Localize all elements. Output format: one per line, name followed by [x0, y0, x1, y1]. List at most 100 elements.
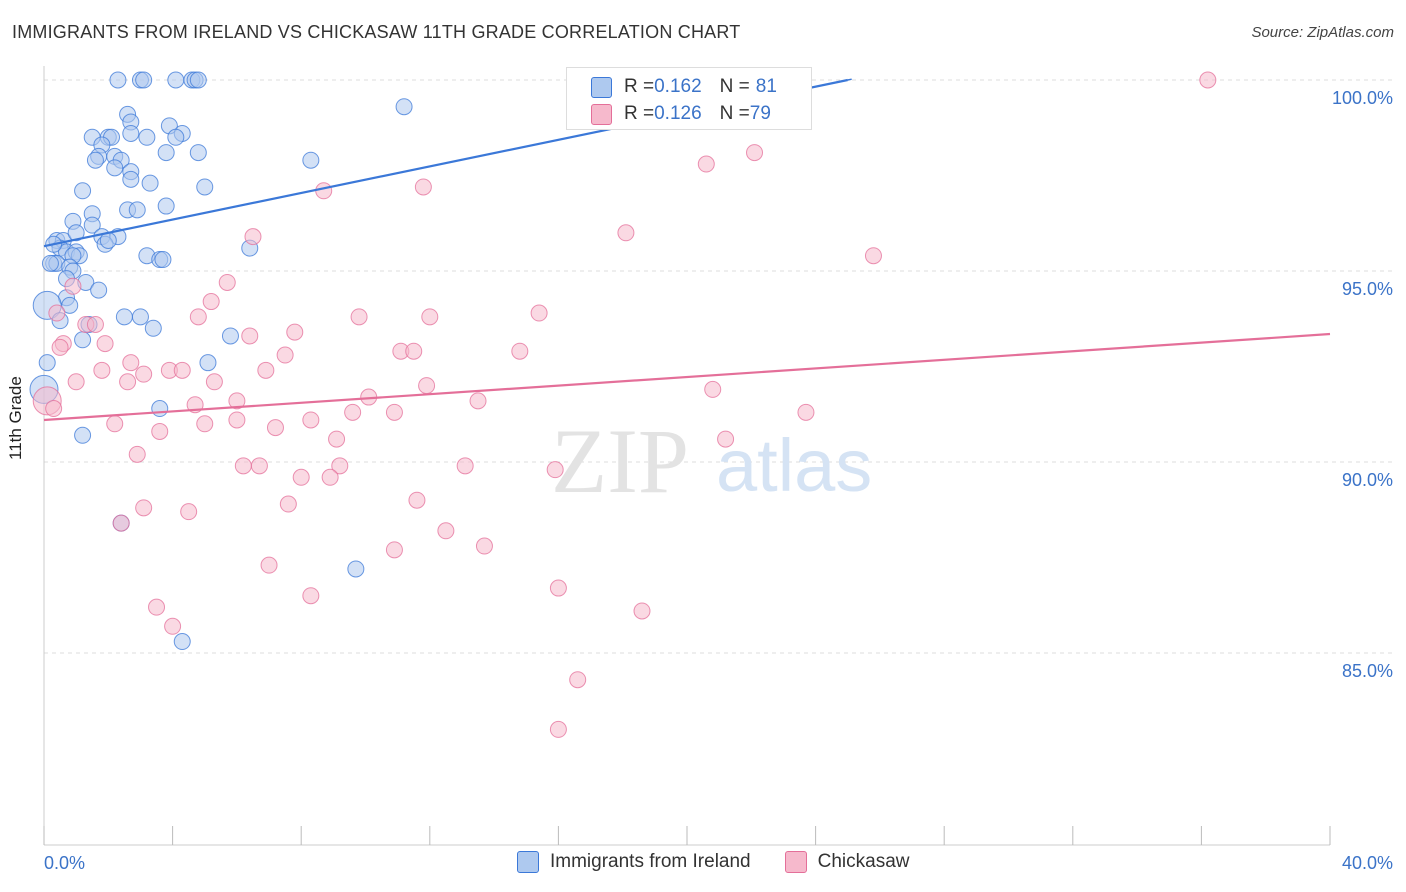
data-point-chickasaw [344, 403, 362, 421]
ireland-swatch [591, 76, 612, 98]
data-point-chickasaw [148, 598, 166, 616]
data-point-chickasaw [86, 315, 104, 333]
data-point-ireland [221, 327, 239, 345]
data-point-chickasaw [244, 228, 262, 246]
data-point-chickasaw [67, 373, 85, 391]
series-legend: Immigrants from Ireland Chickasaw [517, 851, 944, 873]
legend-item-chickasaw[interactable]: Chickasaw [784, 851, 910, 873]
data-points [29, 71, 1217, 738]
data-point-chickasaw [228, 392, 246, 410]
data-point-chickasaw [697, 155, 715, 173]
data-point-chickasaw [205, 373, 223, 391]
data-point-ireland [131, 308, 149, 326]
data-point-chickasaw [266, 419, 284, 437]
data-point-ireland [74, 331, 92, 349]
axes [43, 66, 1331, 846]
data-point-chickasaw [106, 415, 124, 433]
data-point-chickasaw [864, 247, 882, 265]
y-tick-label: 100.0% [1332, 88, 1393, 108]
grid-lines [44, 79, 1395, 654]
data-point-ireland [189, 144, 207, 162]
data-point-ireland [151, 400, 169, 418]
data-point-chickasaw [704, 380, 722, 398]
data-point-chickasaw [241, 327, 259, 345]
y-tick-label: 90.0% [1342, 470, 1393, 490]
data-point-ireland [128, 201, 146, 219]
data-point-ireland [347, 560, 365, 578]
data-point-chickasaw [279, 495, 297, 513]
r-value: 0.162 [654, 76, 702, 97]
y-tick-label: 85.0% [1342, 661, 1393, 681]
data-point-ireland [38, 354, 56, 372]
data-point-chickasaw [546, 461, 564, 479]
r-value: 0.126 [654, 103, 702, 124]
data-point-ireland [199, 354, 217, 372]
data-point-chickasaw [633, 602, 651, 620]
data-point-ireland [138, 128, 156, 146]
data-point-chickasaw [569, 671, 587, 689]
stats-row-ireland: R = 0.162 N = 81 [591, 76, 777, 98]
data-point-chickasaw [228, 411, 246, 429]
data-point-chickasaw [96, 335, 114, 353]
watermark-atlas: atlas [716, 424, 872, 507]
data-point-chickasaw [414, 178, 432, 196]
data-point-chickasaw [51, 338, 69, 356]
data-point-chickasaw [549, 720, 567, 738]
data-point-ireland [83, 216, 101, 234]
data-point-chickasaw [421, 308, 439, 326]
data-point-chickasaw [286, 323, 304, 341]
legend-label-ireland: Immigrants from Ireland [550, 851, 751, 872]
data-point-chickasaw [475, 537, 493, 555]
data-point-ireland [61, 296, 79, 314]
data-point-chickasaw [302, 587, 320, 605]
data-point-ireland [196, 178, 214, 196]
data-point-ireland [67, 224, 85, 242]
data-point-ireland [41, 254, 59, 272]
watermark: ZIP atlas [551, 410, 872, 512]
data-point-chickasaw [122, 354, 140, 372]
data-point-chickasaw [456, 457, 474, 475]
data-point-chickasaw [385, 541, 403, 559]
data-point-ireland [302, 151, 320, 169]
ireland-legend-swatch [517, 851, 539, 873]
data-point-ireland [157, 144, 175, 162]
data-point-chickasaw [549, 579, 567, 597]
data-point-chickasaw [112, 514, 130, 532]
y-axis-label: 11th Grade [6, 376, 25, 460]
data-point-chickasaw [437, 522, 455, 540]
data-point-ireland [86, 151, 104, 169]
r-label: R = [624, 103, 655, 124]
data-point-chickasaw [151, 422, 169, 440]
data-point-chickasaw [328, 430, 346, 448]
stats-row-chickasaw: R = 0.126 N = 79 [591, 103, 771, 125]
data-point-ireland [167, 128, 185, 146]
data-point-chickasaw [119, 373, 137, 391]
data-point-chickasaw [202, 293, 220, 311]
data-point-chickasaw [218, 273, 236, 291]
data-point-ireland [144, 319, 162, 337]
data-point-ireland [109, 71, 127, 89]
legend-item-ireland[interactable]: Immigrants from Ireland [517, 851, 751, 873]
data-point-ireland [395, 98, 413, 116]
r-label: R = [624, 76, 655, 97]
data-point-chickasaw [469, 392, 487, 410]
data-point-ireland [122, 124, 140, 142]
data-point-chickasaw [408, 491, 426, 509]
n-value: 79 [749, 103, 771, 124]
x-tick-label: 0.0% [44, 853, 85, 873]
data-point-chickasaw [173, 361, 191, 379]
data-point-chickasaw [292, 468, 310, 486]
data-point-chickasaw [405, 342, 423, 360]
data-point-chickasaw [180, 503, 198, 521]
data-point-chickasaw [1199, 71, 1217, 89]
data-point-chickasaw [350, 308, 368, 326]
data-point-chickasaw [257, 361, 275, 379]
data-point-chickasaw [128, 445, 146, 463]
data-point-chickasaw [260, 556, 278, 574]
n-label: N = [719, 76, 750, 97]
data-point-chickasaw [321, 468, 339, 486]
watermark-zip: ZIP [551, 410, 689, 512]
data-point-ireland [74, 182, 92, 200]
chickasaw-swatch [591, 103, 612, 125]
